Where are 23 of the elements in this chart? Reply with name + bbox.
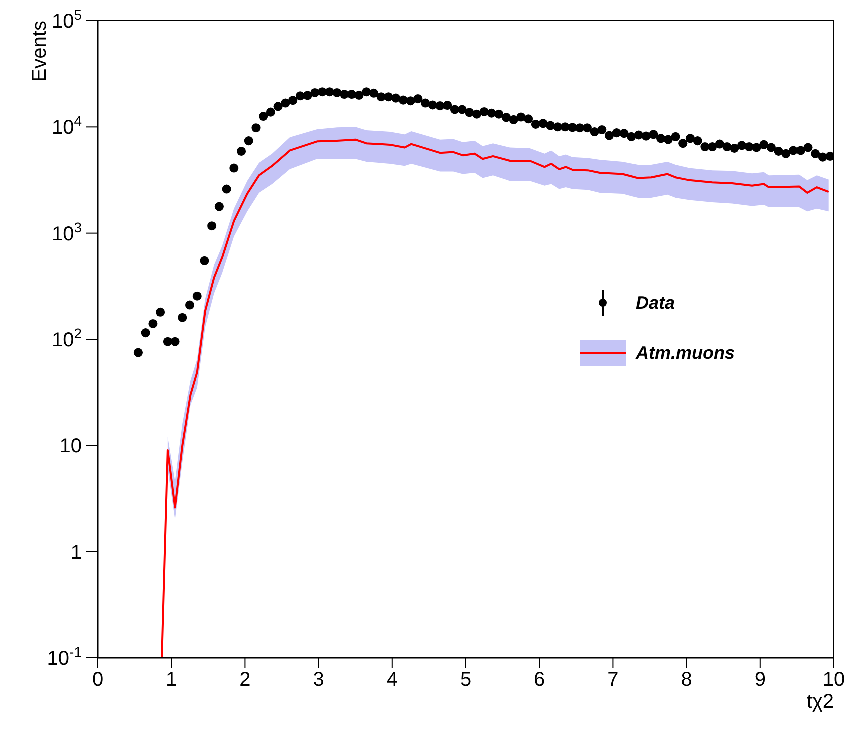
- x-tick-label: 4: [386, 669, 398, 691]
- x-tick-label: 8: [681, 669, 692, 691]
- x-tick-label: 5: [460, 669, 472, 691]
- line-series: [161, 138, 830, 658]
- x-tick-label: 2: [240, 669, 251, 691]
- y-tick-label: 1: [70, 542, 82, 564]
- y-tick-label: 10$^{5}$: [52, 7, 82, 33]
- x-axis-title: tχ2: [806, 691, 834, 713]
- x-tick-label: 3: [313, 669, 324, 691]
- x-tick-label: 10: [822, 669, 846, 691]
- x-tick-label: 1: [166, 669, 178, 691]
- y-tick-label: 10$^{2}$: [52, 326, 82, 352]
- legend-label: Atm.muons: [636, 342, 735, 364]
- y-tick-label: 10$^{-1}$: [47, 644, 82, 670]
- y-tick-label: 10: [60, 436, 82, 458]
- y-tick-label: 10$^{3}$: [52, 219, 82, 246]
- legend-label: Data: [636, 292, 676, 314]
- x-tick-label: 7: [608, 669, 619, 691]
- x-tick-label: 9: [754, 669, 766, 691]
- x-tick-label: 6: [534, 669, 546, 691]
- y-axis-title: Events: [29, 21, 51, 82]
- y-tick-label: 10$^{4}$: [52, 113, 82, 140]
- x-tick-label: 0: [92, 669, 104, 691]
